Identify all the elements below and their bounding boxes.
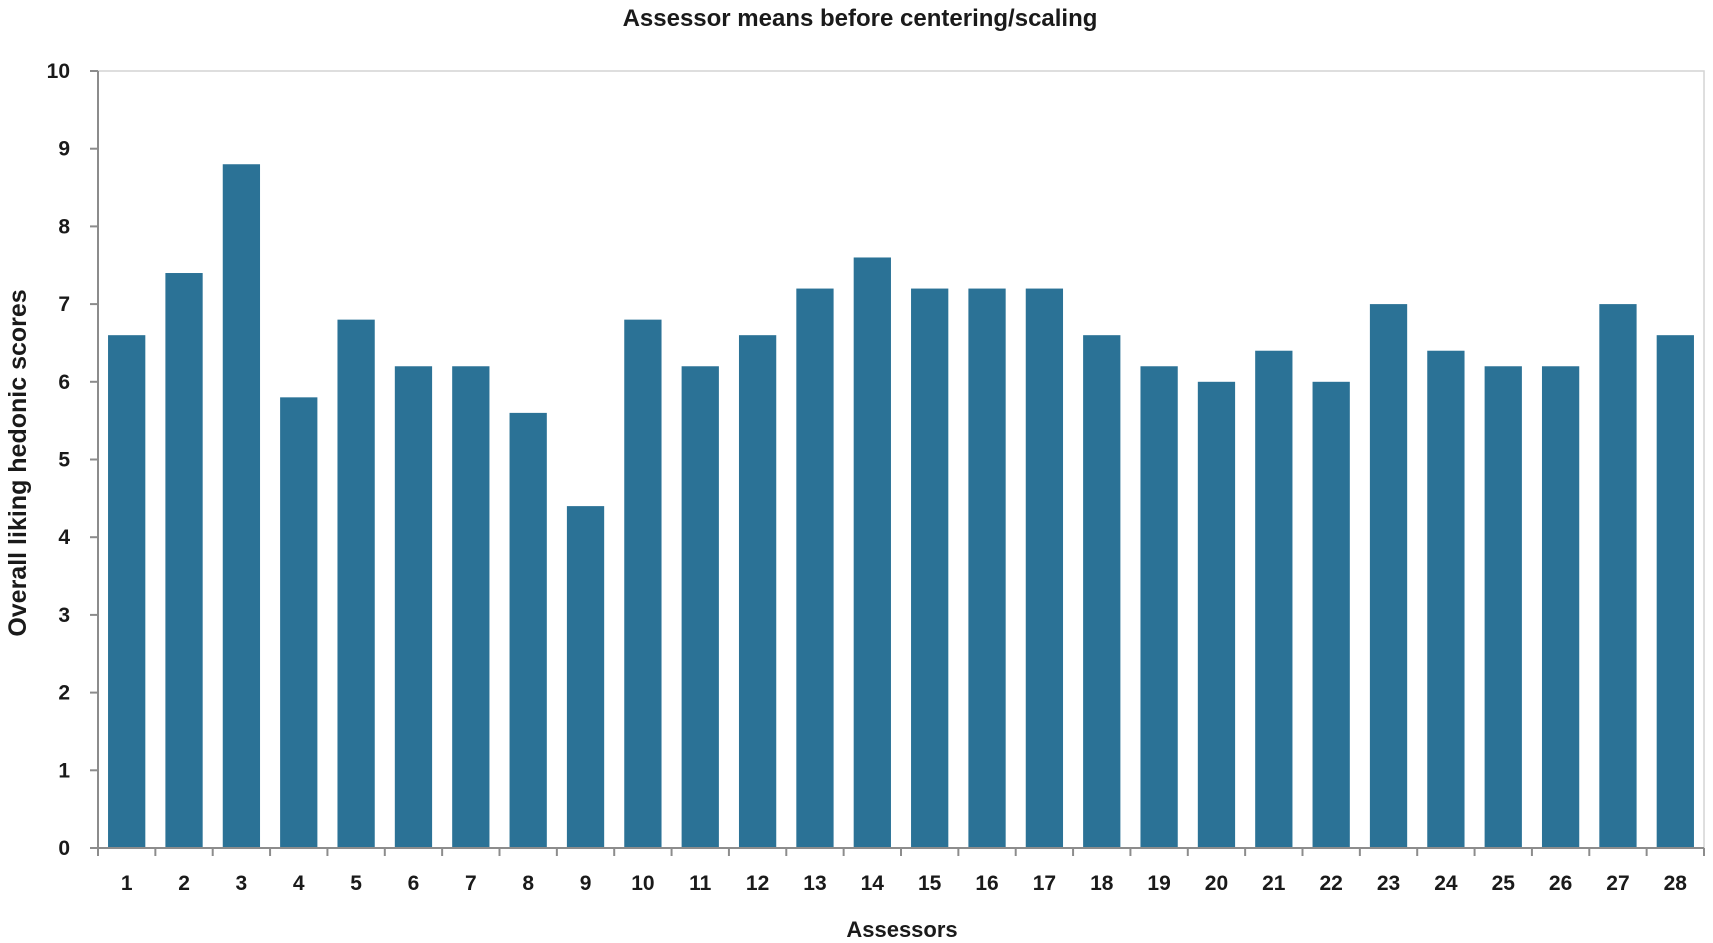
bar-3: [222, 164, 261, 849]
x-tick-label-13: 13: [803, 872, 826, 895]
x-tick-label-27: 27: [1606, 872, 1629, 895]
bar-27: [1599, 304, 1637, 849]
bar-28: [1656, 335, 1694, 848]
bar-19: [1140, 366, 1178, 848]
x-tick-label-14: 14: [861, 872, 885, 895]
x-tick-label-18: 18: [1090, 872, 1114, 895]
x-tick-label-15: 15: [918, 872, 942, 895]
y-tick-label-2: 2: [58, 682, 70, 705]
x-axis-label: Assessors: [846, 917, 957, 942]
x-tick-label-17: 17: [1033, 872, 1056, 895]
x-tick-label-9: 9: [580, 872, 592, 895]
bar-2: [165, 273, 203, 848]
y-tick-label-3: 3: [58, 604, 70, 627]
x-tick-label-22: 22: [1320, 872, 1343, 895]
bar-16: [968, 288, 1006, 848]
x-tick-label-25: 25: [1492, 872, 1516, 895]
bar-17: [1025, 288, 1064, 848]
y-tick-label-6: 6: [58, 371, 70, 394]
y-axis-label: Overall liking hedonic scores: [4, 289, 32, 636]
y-tick-label-8: 8: [58, 215, 70, 238]
bar-13: [796, 288, 834, 848]
bar-24: [1427, 350, 1465, 848]
x-tick-label-3: 3: [236, 872, 248, 895]
bar-6: [394, 366, 433, 848]
x-tick-label-28: 28: [1664, 872, 1688, 895]
bar-23: [1369, 304, 1408, 849]
x-tick-label-24: 24: [1434, 872, 1458, 895]
bar-22: [1312, 381, 1350, 848]
chart-title: Assessor means before centering/scaling: [623, 5, 1098, 32]
x-tick-label-20: 20: [1205, 872, 1228, 895]
x-tick-label-8: 8: [522, 872, 534, 895]
x-tick-label-23: 23: [1377, 872, 1400, 895]
y-tick-label-9: 9: [58, 138, 70, 161]
bars-group: [108, 164, 1694, 849]
x-tick-label-5: 5: [350, 872, 362, 895]
x-tick-label-4: 4: [293, 872, 305, 895]
y-tick-label-5: 5: [58, 449, 70, 472]
x-tick-label-19: 19: [1147, 872, 1170, 895]
bar-25: [1484, 366, 1522, 848]
bar-20: [1197, 381, 1236, 848]
y-tick-label-4: 4: [58, 526, 70, 549]
bar-9: [566, 506, 605, 848]
x-tick-label-16: 16: [975, 872, 998, 895]
bar-10: [624, 319, 662, 848]
y-ticks-group: 0 1 2 3 4 5 6 7 8 9 10: [47, 60, 98, 860]
bar-8: [509, 412, 547, 848]
y-tick-label-0: 0: [58, 837, 70, 860]
bar-11: [681, 366, 719, 848]
bar-7: [452, 366, 490, 848]
x-tick-label-11: 11: [689, 872, 712, 895]
bar-12: [738, 335, 777, 848]
x-tick-label-26: 26: [1549, 872, 1572, 895]
bar-1: [108, 335, 146, 848]
y-tick-label-1: 1: [58, 759, 70, 782]
bar-4: [280, 397, 318, 848]
x-tick-label-6: 6: [408, 872, 420, 895]
x-tick-label-12: 12: [746, 872, 769, 895]
bar-5: [337, 319, 375, 848]
x-tick-label-1: 1: [121, 872, 133, 895]
y-tick-label-7: 7: [58, 293, 70, 316]
x-tick-label-21: 21: [1262, 872, 1286, 895]
bar-18: [1083, 335, 1121, 848]
y-tick-label-10: 10: [47, 60, 70, 83]
bar-26: [1541, 366, 1580, 848]
x-tick-label-10: 10: [631, 872, 654, 895]
x-tick-label-7: 7: [465, 872, 477, 895]
bar-21: [1255, 350, 1293, 848]
bar-15: [911, 288, 949, 848]
x-ticks-group: 1 2 3 4 5 6 7 8 9 10 11 12 13 14 15 16 17 18 19 20 21 22 23 24 2…: [97, 848, 1705, 895]
bar-14: [853, 257, 891, 849]
x-tick-label-2: 2: [178, 872, 190, 895]
